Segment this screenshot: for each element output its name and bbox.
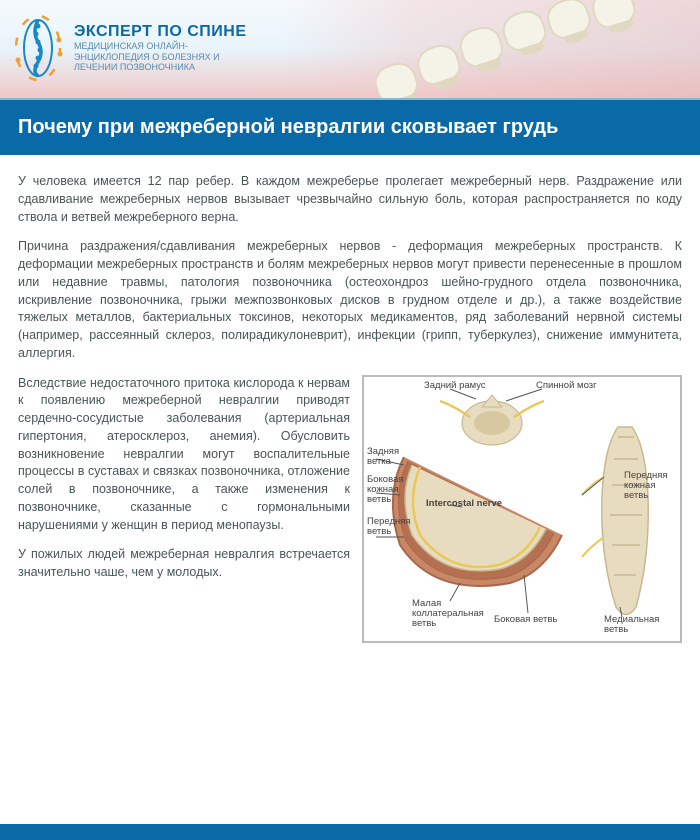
logo-block: ЭКСПЕРТ ПО СПИНЕ МЕДИЦИНСКАЯ ОНЛАЙН-ЭНЦИ… bbox=[10, 12, 254, 84]
paragraph-3: Вследствие недостаточного притока кислор… bbox=[18, 375, 350, 535]
dia-label-bokovaya: Боковая кожная ветвь bbox=[367, 475, 403, 506]
spine-illustration bbox=[345, 0, 655, 100]
dia-label-zadniy-ramus: Задний рамус bbox=[424, 381, 486, 391]
dia-label-zadnyaya: Задняя ветка bbox=[367, 447, 399, 468]
logo-icon bbox=[10, 12, 66, 84]
dia-label-intercostal: Intercostal nerve bbox=[426, 499, 502, 509]
anatomy-diagram: Задний рамус Спинной мозг Задняя ветка Б… bbox=[362, 375, 682, 643]
footer-stripe bbox=[0, 824, 700, 840]
logo-subtitle: МЕДИЦИНСКАЯ ОНЛАЙН-ЭНЦИКЛОПЕДИЯ О БОЛЕЗН… bbox=[74, 41, 254, 73]
dia-label-perednyaya: Передняя ветвь bbox=[367, 517, 411, 538]
paragraph-2: Причина раздражения/сдавливания межребер… bbox=[18, 238, 682, 362]
paragraph-1: У человека имеется 12 пар ребер. В каждо… bbox=[18, 173, 682, 226]
logo-title: ЭКСПЕРТ ПО СПИНЕ bbox=[74, 23, 254, 41]
header-banner: ЭКСПЕРТ ПО СПИНЕ МЕДИЦИНСКАЯ ОНЛАЙН-ЭНЦИ… bbox=[0, 0, 700, 100]
dia-label-bokovaya2: Боковая ветвь bbox=[494, 615, 557, 625]
dia-label-malaya: Малая коллатеральная ветвь bbox=[412, 599, 484, 630]
article-content: У человека имеется 12 пар ребер. В каждо… bbox=[0, 155, 700, 653]
article-title: Почему при межреберной невралгии сковыва… bbox=[18, 116, 682, 139]
dia-label-medial: Медиальная ветвь bbox=[604, 615, 659, 636]
article-title-block: Почему при межреберной невралгии сковыва… bbox=[0, 100, 700, 155]
dia-label-perednyaya-kozh: Передняя кожная ветвь bbox=[624, 471, 668, 502]
paragraph-4: У пожилых людей межреберная невралгия вс… bbox=[18, 546, 350, 582]
dia-label-spinnoy-mozg: Спинной мозг bbox=[536, 381, 597, 391]
